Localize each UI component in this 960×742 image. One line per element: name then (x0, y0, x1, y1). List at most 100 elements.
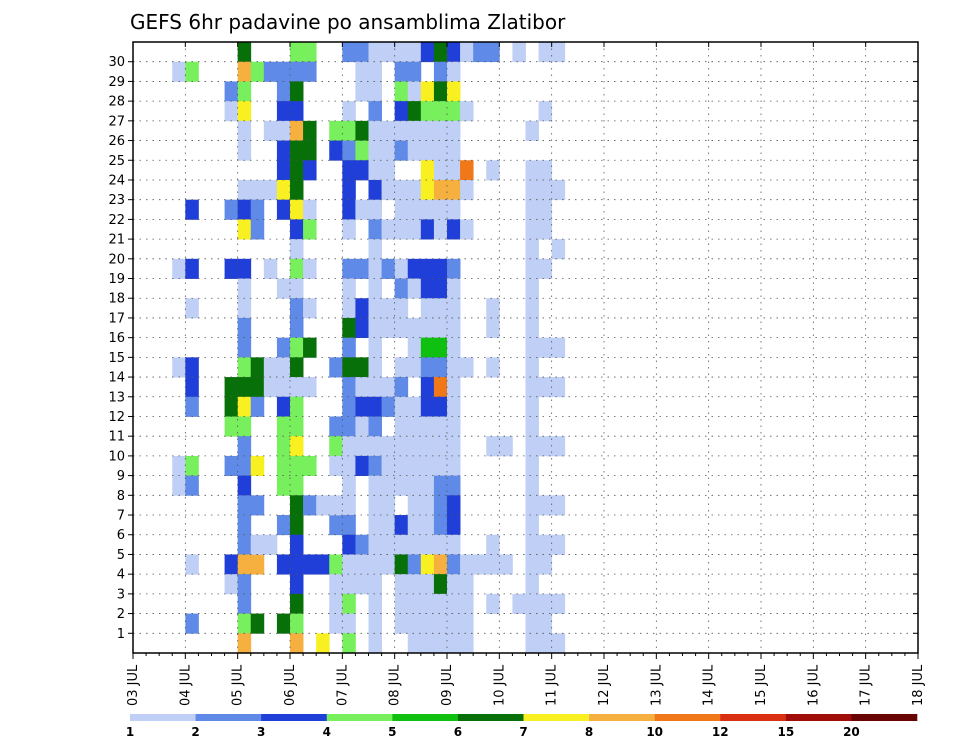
heatmap-cell (237, 455, 252, 477)
heatmap-cell (394, 357, 409, 378)
heatmap-cell (342, 140, 356, 161)
heatmap-cell (263, 534, 278, 555)
heatmap-cell (263, 258, 278, 279)
heatmap-cell (290, 337, 304, 358)
heatmap-cell (420, 219, 435, 240)
heatmap-cell (407, 140, 422, 161)
heatmap-cell (407, 61, 422, 82)
heatmap-cell (407, 475, 422, 496)
heatmap-cell (342, 475, 356, 496)
heatmap-cell (433, 317, 448, 339)
heatmap-cell (237, 396, 252, 417)
y-tick-label: 6 (117, 528, 125, 543)
heatmap-cell (538, 199, 553, 220)
heatmap-cell (263, 357, 278, 378)
heatmap-cell (342, 42, 356, 63)
y-tick-label: 15 (108, 351, 125, 366)
heatmap-cell (407, 613, 422, 634)
heatmap-cell (407, 317, 422, 339)
heatmap-cell (355, 160, 369, 181)
heatmap-cell (538, 436, 553, 457)
heatmap-cell (290, 554, 304, 575)
heatmap-cell (329, 436, 343, 457)
heatmap-cell (303, 377, 317, 398)
heatmap-cell (316, 633, 330, 654)
heatmap-cell (538, 554, 553, 575)
heatmap-cell (460, 633, 474, 654)
chart-title: GEFS 6hr padavine po ansamblima Zlatibor (130, 10, 566, 34)
heatmap-cell (486, 593, 500, 614)
heatmap-cell (342, 396, 356, 417)
heatmap-cell (420, 554, 435, 575)
heatmap-cell (394, 574, 409, 595)
heatmap-cell (525, 633, 539, 654)
heatmap-cell (394, 377, 409, 398)
heatmap-cell (394, 81, 409, 102)
heatmap-cell (420, 120, 435, 141)
x-tick-label: 03 JUL (126, 664, 141, 706)
heatmap-cell (433, 101, 448, 122)
heatmap-cell (486, 160, 500, 181)
colorbar-swatch (851, 714, 918, 721)
heatmap-cell (303, 61, 317, 82)
heatmap-cell (407, 278, 422, 299)
heatmap-cell (237, 61, 252, 82)
heatmap-cell (290, 396, 304, 417)
heatmap-cell (276, 179, 291, 201)
heatmap-cell (381, 436, 396, 457)
heatmap-cell (486, 534, 500, 555)
heatmap-cell (303, 42, 317, 63)
heatmap-cell (551, 42, 566, 63)
heatmap-cell (381, 160, 396, 181)
heatmap-cell (407, 396, 422, 417)
heatmap-cell (486, 436, 500, 457)
heatmap-cell (329, 613, 343, 634)
heatmap-cell (433, 42, 448, 63)
heatmap-cell (525, 416, 539, 437)
heatmap-cell (303, 298, 317, 319)
heatmap-cell (368, 199, 382, 220)
heatmap-cell (420, 416, 435, 437)
colorbar-label: 6 (454, 725, 462, 739)
heatmap-cell (460, 179, 474, 201)
heatmap-cell (342, 377, 356, 398)
heatmap-cell (407, 179, 422, 201)
heatmap-cell (224, 258, 239, 279)
heatmap-cell (525, 534, 539, 555)
heatmap-cell (342, 258, 356, 279)
heatmap-cell (276, 357, 291, 378)
heatmap-cell (172, 357, 186, 378)
heatmap-cell (499, 554, 513, 575)
heatmap-cell (381, 455, 396, 477)
heatmap-cell (290, 120, 304, 141)
heatmap-cell (420, 574, 435, 595)
heatmap-cell (433, 613, 448, 634)
y-tick-label: 19 (108, 272, 125, 287)
y-tick-label: 17 (108, 311, 125, 326)
heatmap-cell (447, 61, 461, 82)
heatmap-cell (460, 554, 474, 575)
heatmap-cell (355, 574, 369, 595)
heatmap-cell (355, 534, 369, 555)
heatmap-cell (342, 278, 356, 299)
heatmap-cell (394, 317, 409, 339)
heatmap-cell (525, 278, 539, 299)
heatmap-cell (368, 337, 382, 358)
heatmap-cell (290, 317, 304, 339)
heatmap-cell (355, 199, 369, 220)
heatmap-cell (368, 515, 382, 536)
heatmap-cell (433, 396, 448, 417)
heatmap-cell (329, 495, 343, 516)
heatmap-cell (290, 455, 304, 477)
y-tick-label: 8 (117, 489, 125, 504)
heatmap-cell (329, 140, 343, 161)
heatmap-cell (525, 357, 539, 378)
heatmap-cell (263, 377, 278, 398)
heatmap-cell (290, 436, 304, 457)
heatmap-cell (420, 515, 435, 536)
heatmap-cell (237, 377, 252, 398)
y-tick-label: 7 (117, 509, 125, 524)
heatmap-cell (433, 140, 448, 161)
heatmap-cell (447, 199, 461, 220)
heatmap-cell (407, 416, 422, 437)
